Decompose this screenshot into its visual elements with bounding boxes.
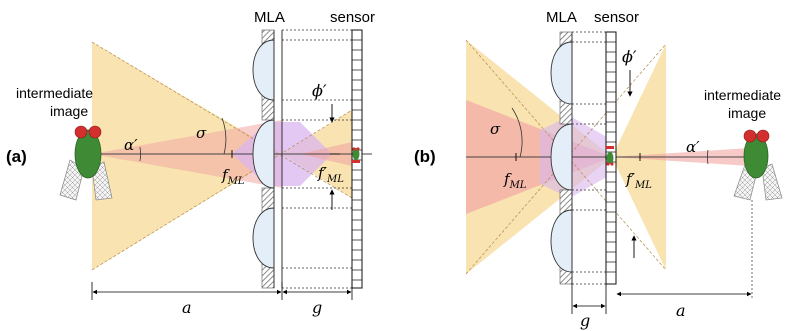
sigma-arc-b (511, 107, 523, 158)
object-label-a-line2: image (50, 103, 88, 119)
microlens-b-top (550, 41, 573, 105)
panel-a: (a) MLA sensor intermediate image α′ σ ϕ… (6, 9, 375, 317)
sensor-label-a: sensor (330, 9, 375, 26)
a-label-a: a (182, 298, 192, 317)
fprime-ml-label-a: f′ML (317, 164, 344, 185)
sigma-label-b: σ (490, 120, 501, 138)
alpha-label-a: α′ (124, 136, 138, 154)
mla-label-b: MLA (546, 9, 577, 26)
microlens-b-mid (550, 123, 573, 191)
microlens-b-bot (550, 209, 573, 273)
panel-label-b: (b) (414, 147, 436, 166)
alpha-arc-a (139, 146, 141, 162)
object-label-b-line1: intermediate (704, 87, 781, 103)
fly-image-small-b (606, 146, 614, 166)
fprime-ml-label-b: f′ML (625, 170, 652, 191)
fly-object-b (733, 129, 783, 201)
alpha-label-b: α′ (686, 138, 700, 156)
microlens-a-bot (252, 207, 275, 269)
phi-label-b: ϕ′ (622, 47, 637, 66)
fly-image-small-a (352, 147, 360, 163)
g-label-a: g (312, 298, 322, 317)
mla-b (550, 31, 573, 285)
a-label-b: a (676, 301, 686, 320)
phi-label-a: ϕ′ (312, 81, 327, 100)
object-label-b-line2: image (728, 105, 766, 121)
mla-a (252, 29, 283, 289)
sensor-label-b: sensor (594, 9, 639, 26)
microlens-a-mid (252, 119, 275, 189)
object-label-a-line1: intermediate (16, 85, 93, 101)
sigma-arc-a (221, 117, 227, 155)
sigma-label-a: σ (196, 124, 207, 142)
mla-label-a: MLA (254, 9, 285, 26)
g-label-b: g (580, 311, 590, 330)
panel-label-a: (a) (6, 147, 27, 166)
panel-b: (b) MLA sensor intermediate image α′ σ ϕ… (414, 9, 783, 330)
fly-object-a (59, 125, 113, 201)
alpha-arc-b (707, 149, 709, 165)
f-ml-label-b: fML (503, 170, 527, 191)
f-ml-label-a: fML (221, 166, 245, 187)
microlens-a-top (252, 39, 275, 101)
